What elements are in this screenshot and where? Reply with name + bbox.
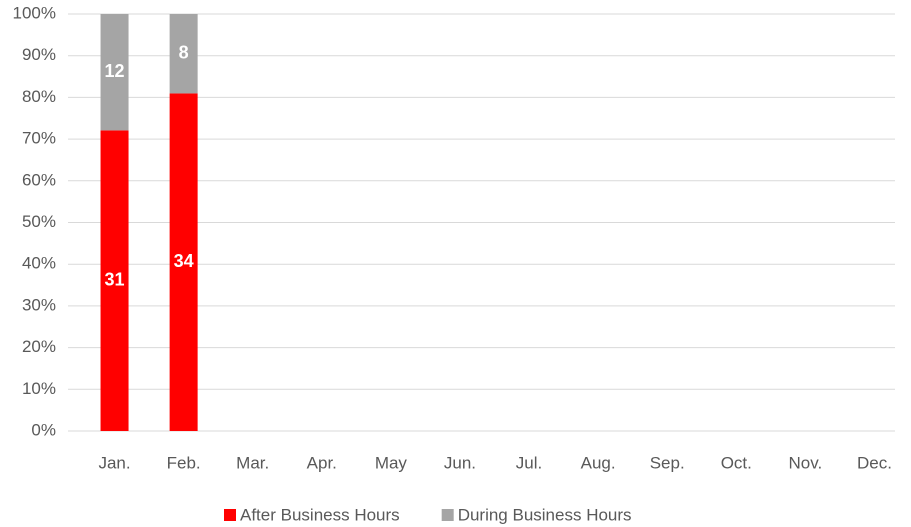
bar-segment: [100, 14, 129, 131]
legend-label: After Business Hours: [240, 505, 400, 524]
data-label: 34: [174, 251, 194, 271]
y-tick-label: 50%: [22, 212, 56, 231]
x-tick-label: Jul.: [516, 453, 542, 472]
data-label: 31: [105, 269, 125, 289]
x-tick-label: Dec.: [857, 453, 892, 472]
y-tick-label: 10%: [22, 379, 56, 398]
y-tick-label: 40%: [22, 254, 56, 273]
x-tick-label: Nov.: [789, 453, 823, 472]
y-tick-label: 20%: [22, 337, 56, 356]
y-tick-label: 100%: [13, 3, 56, 22]
x-tick-label: Feb.: [167, 453, 201, 472]
x-tick-label: May: [375, 453, 408, 472]
x-tick-label: Aug.: [581, 453, 616, 472]
x-tick-label: Oct.: [721, 453, 752, 472]
x-tick-label: Mar.: [236, 453, 269, 472]
x-tick-label: Apr.: [307, 453, 337, 472]
bar-segment: [100, 130, 129, 432]
x-tick-label: Jun.: [444, 453, 476, 472]
data-label: 8: [179, 42, 189, 62]
y-tick-label: 80%: [22, 87, 56, 106]
x-tick-label: Sep.: [650, 453, 685, 472]
data-label: 12: [105, 61, 125, 81]
y-tick-label: 70%: [22, 129, 56, 148]
y-tick-label: 30%: [22, 295, 56, 314]
x-tick-label: Jan.: [98, 453, 130, 472]
y-tick-label: 0%: [31, 420, 56, 439]
y-tick-label: 90%: [22, 45, 56, 64]
legend-label: During Business Hours: [458, 505, 632, 524]
y-tick-label: 60%: [22, 170, 56, 189]
bar-segment: [169, 93, 198, 431]
bar-segment: [169, 14, 198, 94]
legend-swatch: [441, 509, 454, 521]
legend-swatch: [224, 509, 236, 521]
